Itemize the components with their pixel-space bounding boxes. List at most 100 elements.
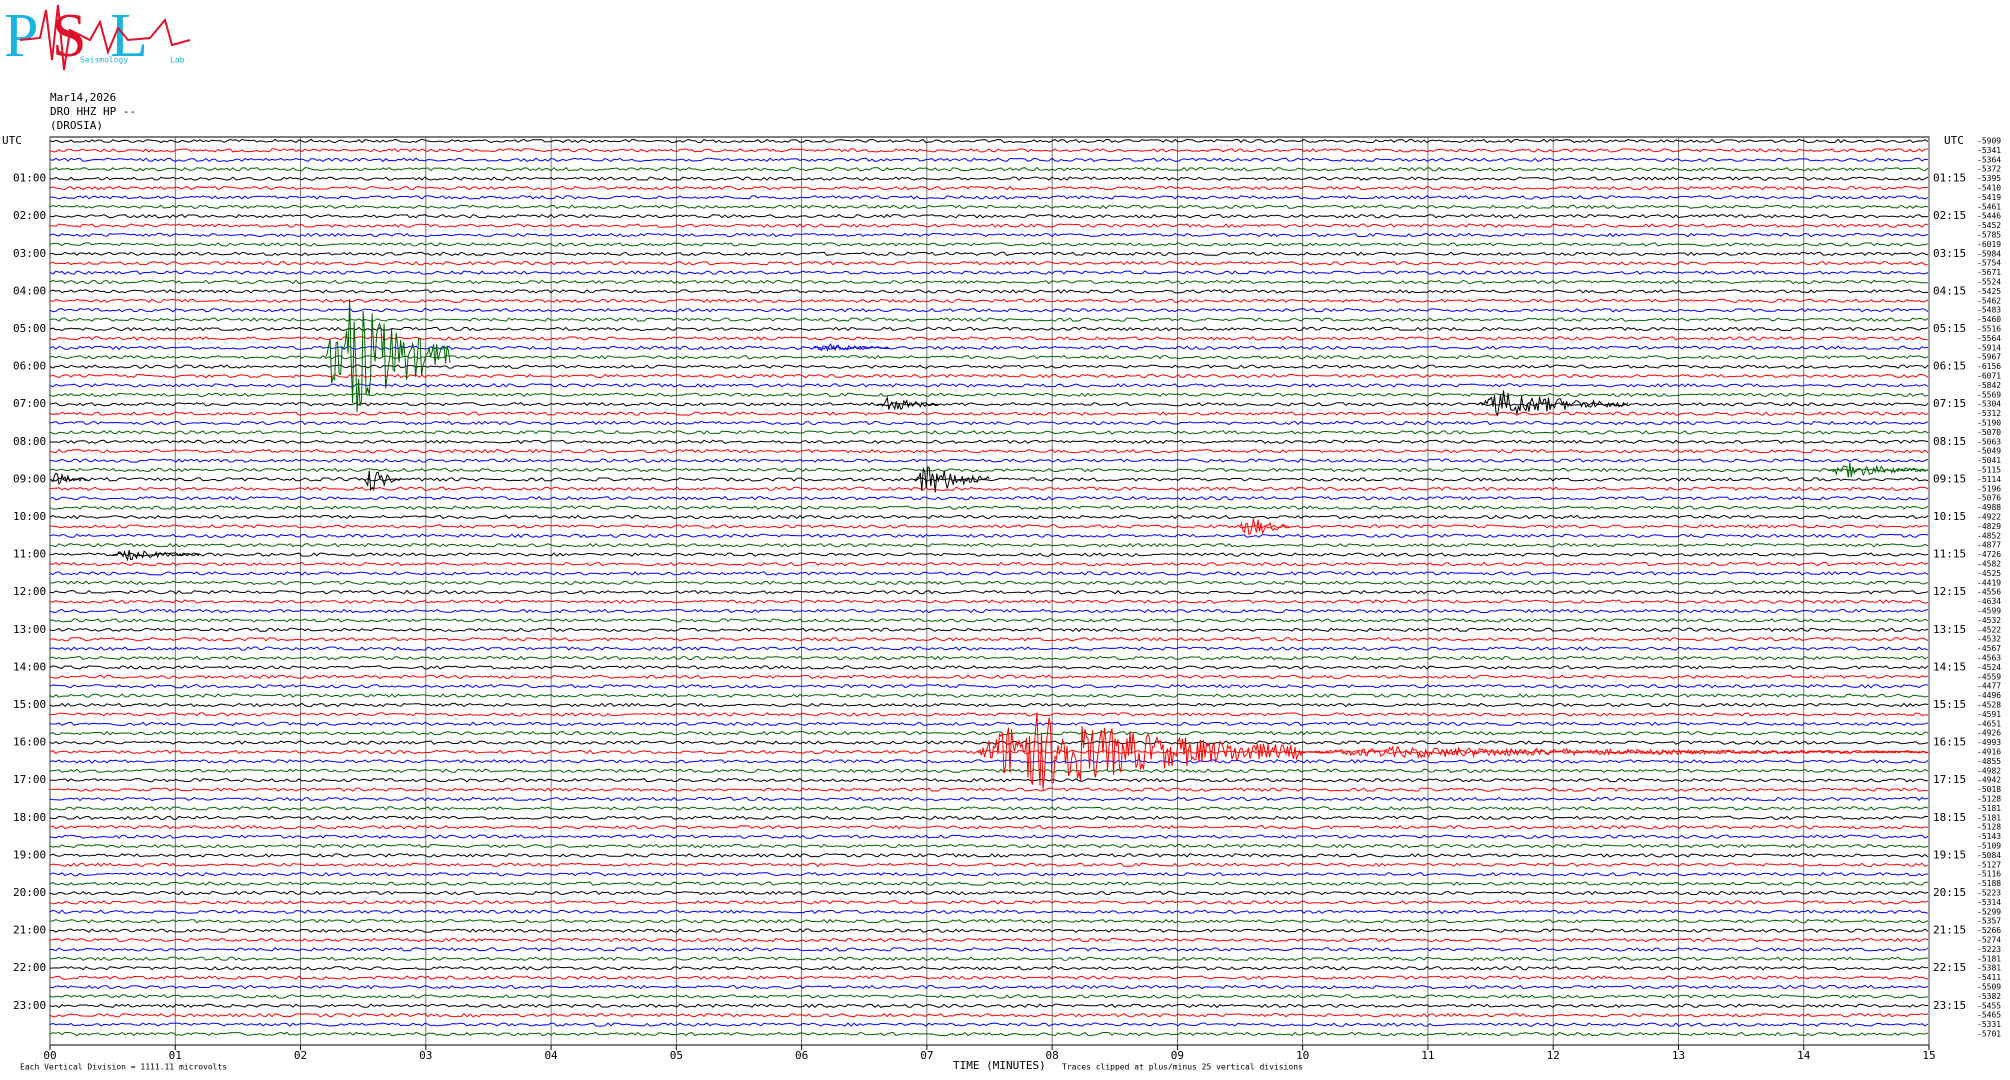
hour-label-right: 21:15	[1933, 924, 1966, 937]
trace	[49, 430, 1929, 435]
trace-offset: -4829	[1977, 522, 2001, 531]
trace-offset: -4563	[1977, 654, 2001, 663]
trace-offset: -4528	[1977, 701, 2001, 710]
seismic-event	[976, 712, 1303, 790]
trace-offset: -4634	[1977, 597, 2001, 606]
trace-offset: -4877	[1977, 541, 2001, 550]
x-tick-label: 08	[1046, 1049, 1059, 1062]
right-axis-title: UTC	[1944, 134, 1964, 147]
trace	[49, 618, 1929, 623]
trace	[49, 599, 1929, 604]
trace	[49, 524, 1929, 529]
trace-offset: -5181	[1977, 804, 2001, 813]
trace-offset: -5223	[1977, 889, 2001, 898]
trace-offset: -5063	[1977, 437, 2001, 446]
trace	[49, 730, 1929, 736]
trace-offset: -5914	[1977, 343, 2001, 352]
trace	[49, 843, 1929, 849]
trace	[49, 514, 1929, 520]
trace-offset: -5312	[1977, 409, 2001, 418]
hour-label-left: 10:00	[13, 510, 46, 523]
trace-offset: -5967	[1977, 353, 2001, 362]
hour-label-right: 02:15	[1933, 209, 1966, 222]
trace	[49, 834, 1929, 839]
trace-offset: -5381	[1977, 964, 2001, 973]
x-tick-label: 10	[1296, 1049, 1309, 1062]
trace	[49, 279, 1929, 285]
trace	[49, 712, 1929, 717]
hour-label-left: 06:00	[13, 360, 46, 373]
trace-offset: -5569	[1977, 390, 2001, 399]
trace	[49, 270, 1929, 275]
trace	[49, 542, 1929, 548]
trace	[49, 364, 1929, 369]
trace	[49, 693, 1929, 698]
x-tick-label: 13	[1672, 1049, 1685, 1062]
trace	[49, 533, 1929, 539]
trace-offset: -4651	[1977, 719, 2001, 728]
logo-wave	[19, 4, 191, 71]
trace-offset: -5382	[1977, 992, 2001, 1001]
hour-label-right: 23:15	[1933, 999, 1966, 1012]
hour-label-left: 20:00	[13, 886, 46, 899]
trace-offset: -6019	[1977, 240, 2001, 249]
hour-label-right: 22:15	[1933, 961, 1966, 974]
trace	[49, 138, 1929, 144]
trace-offset: -5188	[1977, 879, 2001, 888]
trace-offset: -5304	[1977, 400, 2001, 409]
hour-label-left: 03:00	[13, 247, 46, 260]
trace	[49, 815, 1929, 821]
trace	[49, 1003, 1929, 1009]
hour-label-right: 05:15	[1933, 322, 1966, 335]
trace	[49, 928, 1929, 933]
trace-offset: -5114	[1977, 475, 2001, 484]
hour-label-left: 13:00	[13, 623, 46, 636]
trace-offset: -5509	[1977, 983, 2001, 992]
hour-label-left: 09:00	[13, 472, 46, 485]
trace-offset: -4926	[1977, 729, 2001, 738]
trace	[49, 298, 1929, 304]
trace-offset: -5425	[1977, 287, 2001, 296]
trace	[49, 580, 1929, 586]
trace-offset: -4582	[1977, 560, 2001, 569]
trace	[49, 646, 1929, 651]
hour-label-right: 12:15	[1933, 585, 1966, 598]
trace	[49, 561, 1929, 567]
hour-label-right: 03:15	[1933, 247, 1966, 260]
scale-note: Each Vertical Division = 1111.11 microvo…	[20, 1063, 227, 1072]
trace	[49, 627, 1929, 633]
hour-label-left: 22:00	[13, 961, 46, 974]
trace-offset: -4567	[1977, 644, 2001, 653]
trace-offset: -5483	[1977, 306, 2001, 315]
trace	[49, 956, 1929, 962]
trace	[49, 355, 1929, 360]
trace	[49, 608, 1929, 614]
trace-offset: -5266	[1977, 926, 2001, 935]
hour-label-right: 06:15	[1933, 360, 1966, 373]
trace-offset: -5671	[1977, 268, 2001, 277]
trace	[49, 204, 1929, 210]
hour-label-right: 19:15	[1933, 848, 1966, 861]
trace-offset: -5223	[1977, 945, 2001, 954]
trace-offset: -5395	[1977, 174, 2001, 183]
trace	[49, 655, 1929, 661]
trace-offset: -4419	[1977, 578, 2001, 587]
hour-label-left: 11:00	[13, 548, 46, 561]
trace-offset: -4532	[1977, 635, 2001, 644]
trace	[49, 909, 1929, 915]
clip-note: Traces clipped at plus/minus 25 vertical…	[1062, 1063, 1303, 1072]
trace	[49, 232, 1929, 238]
trace	[49, 458, 1929, 463]
hour-label-left: 01:00	[13, 172, 46, 185]
hour-label-left: 07:00	[13, 397, 46, 410]
trace-offset: -4993	[1977, 738, 2001, 747]
x-tick-label: 04	[544, 1049, 558, 1062]
hour-label-left: 14:00	[13, 660, 46, 673]
logo-word: Seismology	[80, 56, 128, 65]
hour-label-left: 18:00	[13, 811, 46, 824]
trace-offset: -5446	[1977, 212, 2001, 221]
seismic-event	[913, 466, 990, 493]
hour-label-left: 15:00	[13, 698, 46, 711]
hour-label-right: 04:15	[1933, 284, 1966, 297]
date: Mar14,2026	[50, 91, 116, 104]
